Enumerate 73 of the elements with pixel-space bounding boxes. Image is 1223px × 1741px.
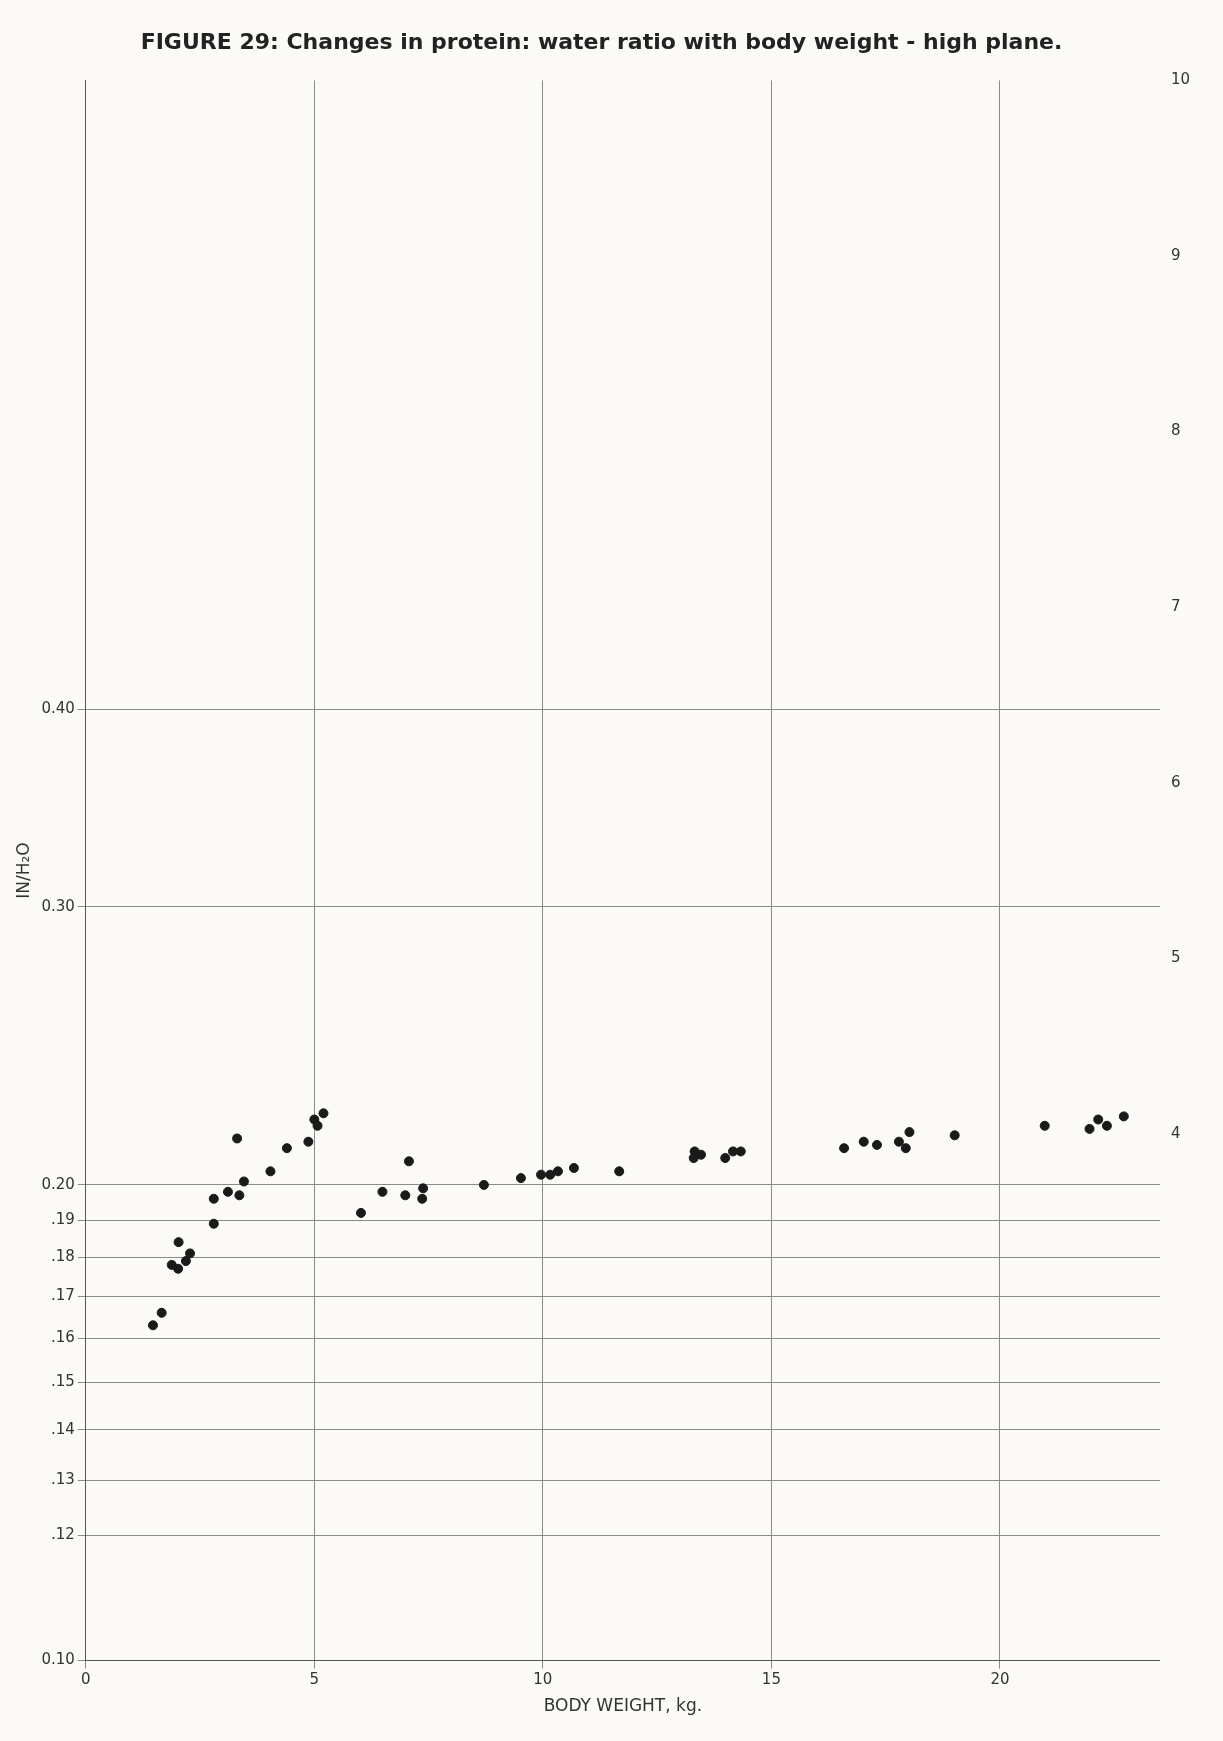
- point: [515, 1173, 526, 1184]
- point: [696, 1149, 707, 1160]
- x-tick-label: 15: [761, 1670, 781, 1689]
- point: [208, 1218, 219, 1229]
- point: [281, 1143, 292, 1154]
- point: [156, 1307, 167, 1318]
- y-tick-label: .16: [50, 1327, 75, 1346]
- point: [403, 1156, 414, 1167]
- point: [173, 1237, 184, 1248]
- x-tick-label: 10: [533, 1670, 553, 1689]
- point: [222, 1186, 233, 1197]
- point: [1118, 1111, 1129, 1122]
- point: [478, 1179, 489, 1190]
- point: [400, 1190, 411, 1201]
- x-tick-label: 5: [309, 1670, 320, 1689]
- point: [893, 1136, 904, 1147]
- point: [568, 1162, 579, 1173]
- point: [312, 1120, 323, 1131]
- point: [417, 1193, 428, 1204]
- y2-tick-label: 7: [1170, 597, 1181, 616]
- y-tick-label: 0.10: [41, 1650, 75, 1669]
- point: [904, 1127, 915, 1138]
- y-tick-label: .18: [50, 1247, 75, 1266]
- point: [418, 1183, 429, 1194]
- point: [208, 1193, 219, 1204]
- y-tick-label: .15: [50, 1372, 75, 1391]
- point: [949, 1130, 960, 1141]
- point: [1084, 1123, 1095, 1134]
- y2-tick-label: 8: [1170, 421, 1181, 440]
- point: [614, 1166, 625, 1177]
- y2-tick-label: 6: [1170, 772, 1181, 791]
- point: [1039, 1120, 1050, 1131]
- point: [303, 1136, 314, 1147]
- y-tick-label: .12: [50, 1525, 75, 1544]
- x-tick-label: 0: [81, 1670, 91, 1689]
- y2-tick-label: 9: [1170, 245, 1181, 264]
- y2-tick-label: 10: [1170, 70, 1191, 89]
- point: [545, 1169, 556, 1180]
- point: [839, 1143, 850, 1154]
- point: [377, 1186, 388, 1197]
- point: [232, 1133, 243, 1144]
- point: [735, 1146, 746, 1157]
- y-tick-label: .19: [50, 1210, 75, 1228]
- point: [147, 1320, 158, 1331]
- point: [185, 1248, 196, 1259]
- point: [552, 1166, 563, 1177]
- point: [900, 1143, 911, 1154]
- point: [180, 1256, 191, 1267]
- point: [871, 1139, 882, 1150]
- point: [536, 1169, 547, 1180]
- point: [265, 1166, 276, 1177]
- point: [720, 1153, 731, 1163]
- point: [858, 1136, 869, 1147]
- x-axis-title: BODY WEIGHT, kg.: [543, 1695, 703, 1716]
- y-tick-label: 0.20: [41, 1174, 75, 1193]
- chart-title: FIGURE 29: Changes in protein: water ratio with body weight - high plane.: [140, 28, 1063, 54]
- x-tick-label: 20: [990, 1670, 1010, 1689]
- y-tick-label: .13: [50, 1470, 75, 1489]
- point: [688, 1153, 699, 1163]
- y-axis-title: IN/H₂O: [12, 842, 33, 899]
- point: [1093, 1114, 1104, 1125]
- point: [234, 1190, 245, 1201]
- y-tick-label: 0.30: [41, 896, 75, 915]
- y2-tick-label: 5: [1170, 948, 1181, 967]
- y-tick-label: .14: [50, 1419, 75, 1438]
- point: [1101, 1120, 1112, 1131]
- point: [318, 1108, 329, 1119]
- y2-tick-label: 4: [1170, 1123, 1181, 1142]
- point: [238, 1176, 249, 1187]
- y-tick-label: .17: [50, 1286, 75, 1305]
- point: [173, 1263, 184, 1274]
- y-tick-label: 0.40: [41, 699, 75, 718]
- point: [355, 1207, 366, 1218]
